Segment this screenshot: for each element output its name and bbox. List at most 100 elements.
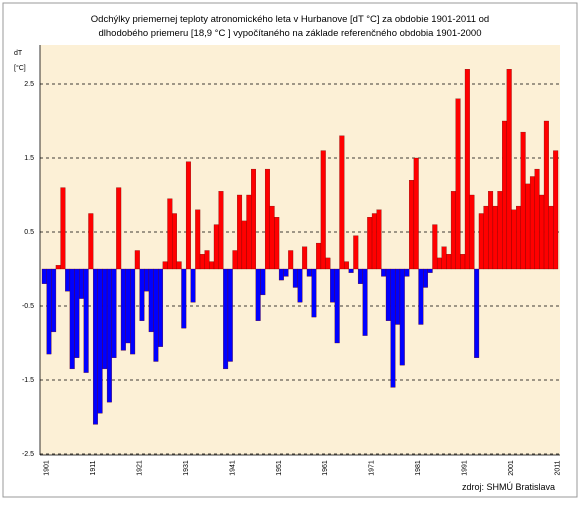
bar bbox=[111, 268, 117, 358]
bar bbox=[371, 213, 377, 270]
bar bbox=[330, 268, 336, 303]
bar bbox=[543, 120, 549, 270]
bar bbox=[176, 261, 182, 270]
bar bbox=[120, 268, 126, 351]
x-tick-label: 1931 bbox=[183, 460, 190, 476]
bar bbox=[488, 191, 494, 270]
bar bbox=[320, 150, 326, 270]
bar bbox=[344, 261, 349, 270]
bar bbox=[218, 191, 224, 270]
bar bbox=[97, 268, 103, 414]
bar bbox=[269, 205, 275, 270]
bar bbox=[441, 246, 447, 270]
bar bbox=[83, 268, 89, 373]
bar bbox=[46, 268, 52, 355]
bar bbox=[316, 242, 322, 270]
bar bbox=[446, 254, 452, 270]
bar bbox=[492, 205, 498, 270]
bar bbox=[516, 205, 521, 270]
bar bbox=[204, 250, 210, 270]
bar bbox=[185, 161, 191, 270]
bar bbox=[199, 254, 205, 270]
bar bbox=[158, 268, 164, 347]
bar bbox=[399, 268, 405, 366]
bar bbox=[288, 250, 294, 270]
bar bbox=[60, 187, 66, 270]
bar bbox=[469, 194, 475, 270]
x-tick-label: 1981 bbox=[415, 460, 422, 476]
bar bbox=[334, 268, 340, 344]
bar bbox=[460, 254, 466, 270]
bar bbox=[148, 268, 154, 333]
bar bbox=[88, 213, 94, 270]
bar bbox=[529, 176, 535, 270]
bar bbox=[241, 220, 247, 270]
bar bbox=[79, 268, 84, 299]
bar bbox=[548, 205, 554, 270]
bar bbox=[195, 209, 201, 270]
bar bbox=[362, 268, 368, 336]
bar bbox=[167, 198, 173, 270]
bar bbox=[478, 213, 484, 270]
bar bbox=[423, 268, 428, 288]
bar bbox=[464, 69, 470, 270]
bar bbox=[209, 261, 215, 270]
bar bbox=[534, 168, 540, 270]
bar bbox=[227, 268, 233, 362]
bar bbox=[260, 268, 266, 296]
bar bbox=[106, 268, 112, 403]
bar bbox=[409, 180, 415, 270]
chart-title: Odchýlky priemernej teploty atronomickéh… bbox=[91, 14, 489, 25]
bar bbox=[153, 268, 159, 362]
bar bbox=[497, 191, 503, 270]
x-tick-label: 1911 bbox=[90, 460, 97, 475]
y-tick-label: 0.5 bbox=[24, 229, 34, 236]
bar bbox=[502, 120, 508, 270]
chart-title: dlhodobého priemeru [18,9 °C ] vypočítan… bbox=[98, 28, 481, 39]
bar bbox=[274, 217, 280, 270]
bar bbox=[520, 131, 526, 270]
bar bbox=[539, 194, 545, 270]
y-tick-label: -1.5 bbox=[22, 377, 34, 384]
bar bbox=[297, 268, 303, 303]
bar bbox=[311, 268, 317, 318]
y-tick-label: 1.5 bbox=[24, 155, 34, 162]
x-tick-label: 1901 bbox=[43, 460, 50, 476]
bar bbox=[306, 268, 312, 277]
bar bbox=[92, 268, 98, 425]
bar bbox=[246, 194, 252, 270]
bar bbox=[144, 268, 150, 292]
y-axis-unit: [°C] bbox=[14, 64, 26, 72]
bar bbox=[302, 246, 308, 270]
bar bbox=[455, 98, 461, 270]
bar bbox=[474, 268, 480, 358]
bar bbox=[390, 268, 396, 388]
bar bbox=[404, 268, 410, 277]
x-tick-label: 1951 bbox=[276, 460, 283, 476]
bar bbox=[432, 224, 438, 270]
bar bbox=[41, 268, 47, 284]
bar bbox=[116, 187, 122, 270]
bar bbox=[74, 268, 80, 358]
bar bbox=[181, 268, 187, 329]
bar bbox=[339, 135, 345, 270]
x-tick-label: 1991 bbox=[462, 460, 469, 476]
x-tick-label: 1971 bbox=[369, 460, 376, 476]
bar bbox=[348, 268, 354, 273]
bar bbox=[483, 205, 489, 270]
bar bbox=[506, 69, 512, 270]
bar bbox=[69, 268, 75, 370]
bar bbox=[427, 268, 433, 273]
bar bbox=[190, 268, 196, 303]
bar bbox=[55, 265, 61, 270]
bar bbox=[125, 268, 131, 344]
source: zdroj: SHMÚ Bratislava bbox=[462, 482, 555, 492]
bar bbox=[511, 209, 517, 270]
bar bbox=[51, 268, 57, 333]
bar bbox=[436, 257, 442, 270]
bar bbox=[450, 191, 456, 270]
x-tick-label: 2001 bbox=[508, 460, 515, 476]
y-tick-label: 2.5 bbox=[24, 81, 34, 88]
bar bbox=[381, 268, 387, 277]
